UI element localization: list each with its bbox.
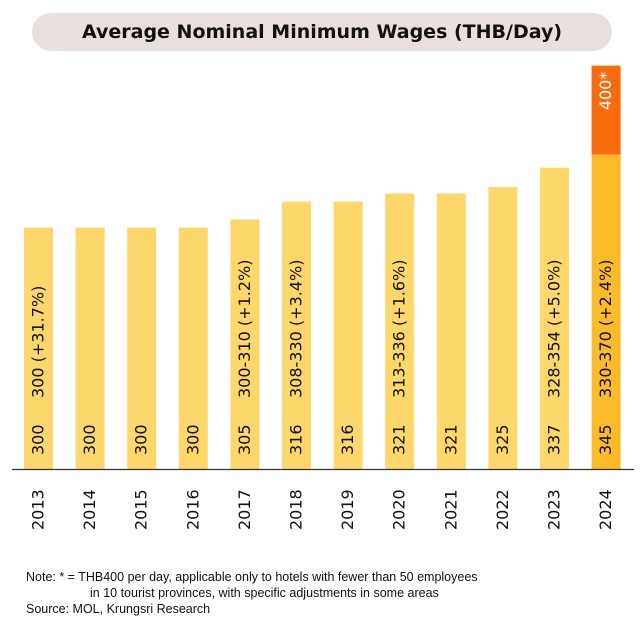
chart-title: Average Nominal Minimum Wages (THB/Day) (32, 13, 612, 51)
bar-chart: 300 300 (+31.7%) 2013 300 2014 300 2015 300 2016… (12, 65, 634, 530)
bar-value-label: 321 (441, 424, 460, 455)
bar-value-label: 305 (235, 424, 254, 455)
bar-value-label: 325 (493, 424, 512, 455)
note-line-1: Note: * = THB400 per day, applicable onl… (26, 570, 478, 584)
x-tick-label: 2013 (29, 489, 48, 530)
x-tick-label: 2020 (390, 489, 409, 530)
x-tick-label: 2021 (441, 489, 460, 530)
bar-2017 (230, 219, 260, 469)
x-tick-label: 2024 (596, 489, 615, 530)
source-line: Source: MOL, Krungsri Research (26, 602, 211, 616)
bar-value-label: 345 (596, 424, 615, 455)
bar-value-label: 300 (80, 424, 99, 455)
bar-2019 (333, 201, 363, 469)
x-tick-label: 2022 (493, 489, 512, 530)
extra-bar-label: 400* (596, 72, 615, 111)
bar-value-label: 300 (29, 424, 48, 455)
bar-value-label: 316 (338, 424, 357, 455)
x-tick-label: 2019 (338, 489, 357, 530)
bar-value-label: 337 (545, 424, 564, 455)
bar-range-label: 328-354 (+5.0%) (545, 260, 564, 398)
x-tick-label: 2016 (183, 489, 202, 530)
bar-2024 (591, 154, 621, 469)
x-tick-label: 2017 (235, 489, 254, 530)
bar-range-label: 308-330 (+3.4%) (287, 260, 306, 398)
bar-2016 (178, 227, 208, 469)
bar-range-label: 313-336 (+1.6%) (390, 260, 409, 398)
bar-value-label: 300 (132, 424, 151, 455)
extra-bar-segment (591, 65, 621, 155)
chart-notes: Note: * = THB400 per day, applicable onl… (26, 569, 478, 617)
bar-range-label: 300 (+31.7%) (29, 286, 48, 398)
bar-value-label: 300 (183, 424, 202, 455)
bar-value-label: 321 (390, 424, 409, 455)
bar-2021 (436, 193, 466, 469)
x-tick-label: 2014 (80, 489, 99, 530)
bar-2018 (282, 201, 311, 469)
bar-2014 (75, 227, 105, 469)
bar-2023 (540, 167, 569, 469)
bar-range-label: 330-370 (+2.4%) (596, 260, 615, 398)
bar-range-label: 300-310 (+1.2%) (235, 260, 254, 398)
x-tick-label: 2023 (545, 489, 564, 530)
bar-2013 (24, 227, 53, 469)
x-tick-label: 2018 (287, 489, 306, 530)
note-line-2: in 10 tourist provinces, with specific a… (90, 586, 439, 600)
x-tick-label: 2015 (132, 489, 151, 530)
bar-value-label: 316 (287, 424, 306, 455)
bar-2015 (127, 227, 157, 469)
bar-2022 (488, 187, 518, 469)
bar-2020 (385, 193, 415, 469)
